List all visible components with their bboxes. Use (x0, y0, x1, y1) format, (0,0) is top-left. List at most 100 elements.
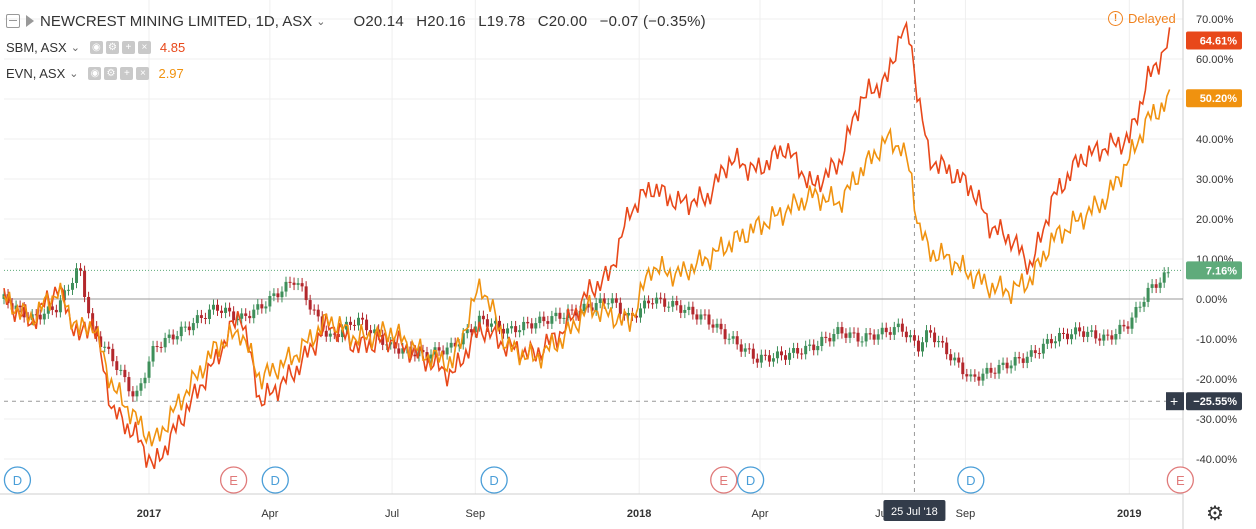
ncm-candle-body (638, 308, 642, 318)
ncm-candle-body (79, 268, 83, 271)
ncm-candle-body (328, 333, 332, 337)
settings-gear-icon[interactable]: ⚙ (1206, 503, 1224, 525)
ncm-candle-body (961, 362, 965, 375)
compare-label-sbm[interactable]: SBM, ASX (6, 39, 67, 55)
x-tick-label: Sep (466, 508, 486, 520)
ncm-candle-body (933, 332, 937, 343)
ncm-candle-body (812, 344, 816, 351)
ncm-candle-body (163, 337, 167, 348)
ncm-candle-body (860, 341, 864, 343)
ncm-candle-body (606, 303, 610, 305)
ncm-candle-body (824, 336, 828, 338)
ncm-candle-body (808, 344, 812, 346)
ncm-candle-body (526, 321, 530, 324)
ncm-candle-body (651, 303, 655, 305)
ncm-candle-body (167, 334, 171, 338)
ncm-candle-body (675, 301, 679, 306)
gear-icon[interactable]: ⚙ (104, 66, 118, 80)
ncm-candle-body (1025, 356, 1029, 363)
crosshair-date-tag (883, 500, 946, 521)
ncm-candle-body (767, 355, 771, 362)
chevron-down-icon[interactable]: ⌄ (316, 15, 326, 28)
ncm-candle-body (1037, 353, 1041, 355)
ncm-candle-body (610, 298, 614, 304)
ncm-candle-body (381, 334, 385, 345)
gear-icon[interactable]: ⚙ (105, 40, 119, 54)
event-marker-letter: D (13, 473, 22, 488)
ncm-candle-body (220, 310, 224, 313)
y-tick-label: 70.00% (1196, 14, 1234, 26)
ncm-candle-body (550, 316, 554, 324)
ncm-candle-body (582, 303, 586, 311)
ncm-candle-body (904, 331, 908, 338)
event-marker-letter: E (719, 473, 728, 488)
plus-icon[interactable]: + (120, 66, 134, 80)
ncm-candle-body (236, 318, 240, 321)
ncm-candle-body (369, 330, 373, 334)
ncm-candle-body (183, 326, 187, 328)
chevron-down-icon[interactable]: ⌄ (69, 67, 79, 80)
ncm-candle-body (711, 324, 715, 328)
ncm-candle-body (119, 369, 123, 371)
cursor-price-tag-label: −25.55% (1193, 396, 1237, 408)
ncm-candle-body (54, 309, 58, 313)
ncm-candle-body (304, 286, 308, 301)
ncm-candle-body (784, 355, 788, 360)
ncm-candle-body (252, 309, 256, 319)
ncm-candle-body (401, 348, 405, 354)
ncm-candle-body (1078, 327, 1082, 332)
ncm-candle-body (945, 342, 949, 355)
sbm-price-tag (1186, 31, 1242, 50)
ncm-candle-body (312, 309, 316, 311)
ncm-candle-body (155, 346, 159, 348)
ncm-candle-body (46, 306, 50, 314)
plus-icon[interactable]: + (121, 40, 135, 54)
ncm-candle-body (224, 307, 228, 313)
ncm-candle-body (151, 346, 155, 362)
ncm-candle-body (929, 330, 933, 333)
ncm-candle-body (828, 337, 832, 342)
ncm-candle-body (763, 354, 767, 356)
ncm-candle-body (840, 327, 844, 334)
ncm-candle-body (973, 374, 977, 377)
ncm-candle-body (771, 358, 775, 362)
compare-label-evn[interactable]: EVN, ASX (6, 65, 66, 81)
ncm-candle-body (292, 282, 296, 285)
ncm-candle-body (655, 297, 659, 304)
ncm-candle-body (530, 323, 534, 329)
chevron-down-icon[interactable]: ⌄ (70, 41, 80, 54)
ncm-candle-body (570, 309, 574, 311)
ncm-candle-body (171, 334, 175, 340)
ncm-candle-body (985, 367, 989, 374)
ncm-candle-body (348, 321, 352, 325)
eye-icon[interactable]: ◉ (89, 40, 103, 54)
ncm-candle-body (993, 372, 997, 374)
ncm-candle-body (647, 300, 651, 304)
ncm-candle-body (75, 268, 79, 283)
collapse-icon[interactable] (6, 14, 20, 28)
flag-icon[interactable] (26, 15, 34, 27)
ncm-candle-body (957, 357, 961, 363)
eye-icon[interactable]: ◉ (88, 66, 102, 80)
ncm-candle-body (900, 323, 904, 332)
delayed-indicator[interactable]: ! Delayed (1108, 11, 1176, 26)
ncm-candle-body (779, 351, 783, 356)
close-icon[interactable]: × (137, 40, 151, 54)
ncm-candle-body (111, 348, 115, 362)
open-value: O20.14 (353, 12, 404, 30)
ncm-candle-body (123, 369, 127, 378)
event-marker (736, 466, 765, 494)
ncm-candle-body (687, 306, 691, 310)
ncm-candle-body (659, 297, 663, 299)
ncm-candle-body (1150, 284, 1154, 288)
close-icon[interactable]: × (136, 66, 150, 80)
price-tags: 64.61% 50.20% 7.16% −25.55% + (4, 31, 1242, 411)
ncm-candle-body (445, 347, 449, 355)
ncm-candle-body (731, 336, 735, 339)
ncm-candle-body (421, 350, 425, 353)
ncm-candle-body (546, 321, 550, 324)
symbol-title[interactable]: NEWCREST MINING LIMITED, 1D, ASX (40, 12, 313, 30)
ncm-candle-body (1070, 334, 1074, 340)
ncm-candle-body (70, 282, 74, 290)
